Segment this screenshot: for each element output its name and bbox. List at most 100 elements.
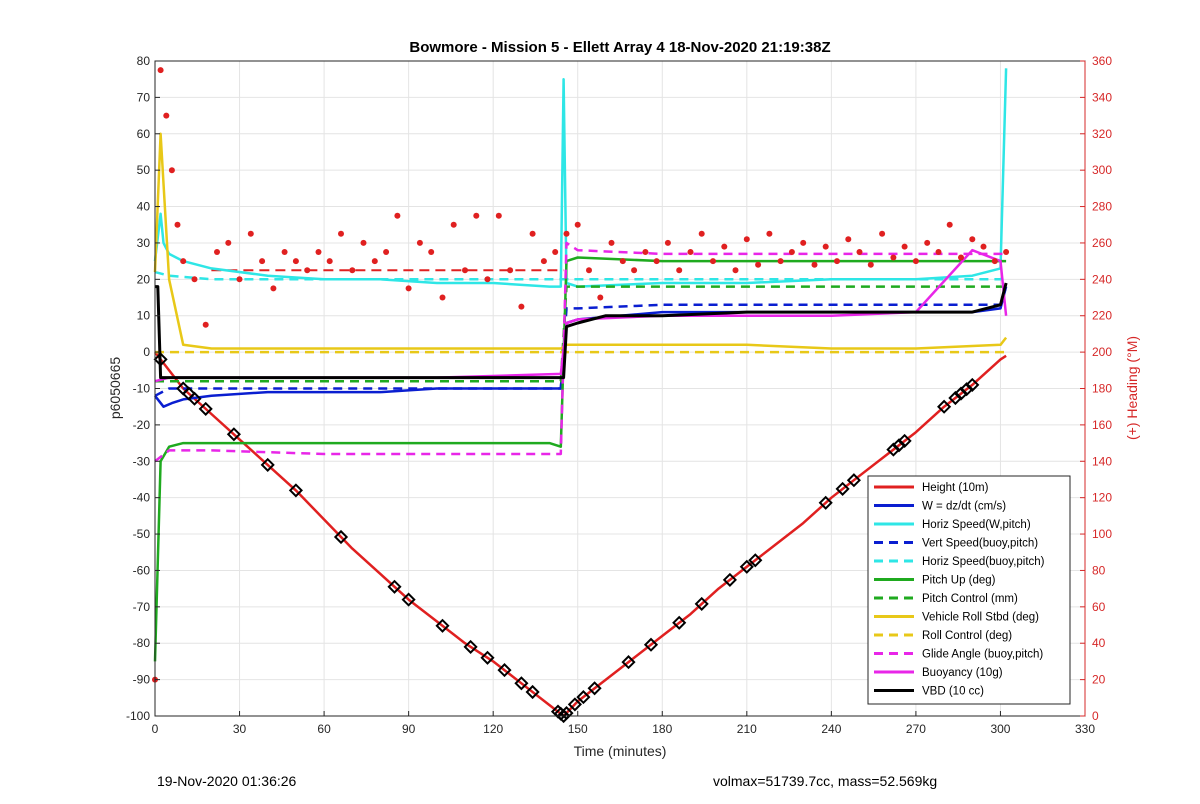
y-tick-label-left: -70: [133, 600, 151, 614]
y-tick-label-right: 220: [1092, 309, 1112, 323]
heading-point: [552, 249, 559, 255]
series-line-4: [154, 270, 1007, 281]
height-marker: [672, 615, 687, 630]
heading-point: [788, 249, 795, 255]
height-marker: [621, 655, 636, 670]
axis-ticks: 0 30 60 90 120 150 180 210 240 270 300 330807060504…: [126, 54, 1112, 736]
heading-point: [168, 167, 175, 174]
height-marker: [288, 483, 303, 498]
heading-point: [371, 258, 378, 265]
series-line-9: [154, 241, 1007, 463]
y-tick-label-left: -20: [133, 418, 151, 432]
heading-point: [304, 267, 311, 274]
heading-point: [901, 243, 908, 250]
legend-label-9: Glide Angle (buoy,pitch): [922, 649, 1043, 661]
series-line-11: [155, 282, 1008, 380]
y-tick-label-right: 140: [1092, 454, 1112, 468]
height-marker: [567, 697, 582, 712]
heading-point: [743, 236, 750, 243]
y-tick-label-right: 360: [1092, 54, 1112, 68]
x-tick-label: 180: [652, 722, 672, 736]
heading-point: [236, 276, 243, 283]
y-tick-label-left: -90: [133, 673, 151, 687]
x-tick-label: 330: [1075, 722, 1095, 736]
heading-point: [698, 230, 705, 237]
heading-point: [912, 258, 919, 265]
heading-point: [157, 67, 164, 74]
heading-point: [574, 221, 581, 228]
y-tick-label-right: 260: [1092, 236, 1112, 250]
heading-point: [845, 236, 852, 243]
y-tick-label-right: 40: [1092, 636, 1106, 650]
y-tick-label-right: 160: [1092, 418, 1112, 432]
heading-point: [856, 249, 863, 255]
footer-volume-mass: volmax=51739.7cc, mass=52.569kg: [713, 773, 938, 789]
y-tick-label-right: 120: [1092, 491, 1112, 505]
height-marker: [480, 650, 495, 665]
heading-point: [946, 221, 953, 228]
y-tick-label-left: 0: [143, 345, 150, 359]
y-axis-label-right: (+) Heading (°M): [1124, 336, 1140, 440]
heading-point: [710, 258, 716, 265]
y-tick-label-left: 20: [137, 272, 151, 286]
y-tick-label-right: 280: [1092, 200, 1112, 214]
y-tick-label-left: 10: [137, 309, 151, 323]
heading-point: [518, 303, 525, 310]
heading-point: [428, 249, 435, 255]
height-marker: [748, 553, 763, 568]
legend-label-1: W = dz/dt (cm/s): [922, 501, 1006, 513]
y-tick-label-left: -50: [133, 527, 151, 541]
y-tick-label-left: -30: [133, 454, 151, 468]
y-tick-label-left: -40: [133, 491, 151, 505]
y-tick-label-left: 30: [137, 236, 151, 250]
height-marker: [435, 618, 450, 633]
heading-point: [540, 258, 547, 265]
height-marker: [846, 473, 861, 488]
x-tick-label: 240: [821, 722, 841, 736]
height-marker: [965, 377, 980, 392]
y-tick-label-left: 50: [137, 163, 151, 177]
legend-label-3: Vert Speed(buoy,pitch): [922, 538, 1038, 550]
heading-point: [484, 276, 491, 283]
height-marker: [497, 663, 512, 678]
height-marker: [226, 427, 241, 442]
heading-point: [867, 261, 874, 268]
series-line-5: [153, 256, 1007, 662]
heading-point: [315, 249, 322, 255]
y-tick-label-right: 100: [1092, 527, 1112, 541]
height-marker: [260, 457, 275, 472]
y-tick-label-left: 40: [137, 200, 151, 214]
heading-point: [281, 249, 288, 255]
height-marker: [694, 596, 709, 611]
heading-point: [180, 258, 187, 265]
height-marker: [643, 637, 659, 652]
y-tick-label-right: 80: [1092, 563, 1106, 577]
heading-point: [631, 267, 638, 274]
x-tick-label: 270: [906, 722, 926, 736]
heading-point: [642, 249, 649, 255]
heading-point: [247, 230, 254, 237]
legend-label-4: Horiz Speed(buoy,pitch): [922, 556, 1045, 568]
height-marker: [587, 681, 602, 696]
x-tick-label: 150: [568, 722, 588, 736]
heading-point: [383, 249, 390, 255]
heading-point: [890, 254, 897, 261]
heading-point: [969, 236, 976, 243]
heading-point: [326, 258, 333, 265]
series-line-6: [155, 285, 1007, 383]
height-marker: [576, 690, 591, 705]
height-marker: [514, 676, 529, 691]
y-tick-label-left: -60: [133, 563, 151, 577]
heading-point: [879, 230, 886, 237]
y-tick-label-right: 180: [1092, 382, 1112, 396]
y-tick-label-right: 20: [1092, 673, 1106, 687]
y-tick-label-right: 240: [1092, 272, 1112, 286]
heading-point: [991, 258, 998, 265]
heading-point: [721, 243, 728, 250]
heading-point: [687, 249, 694, 255]
height-marker: [722, 572, 737, 587]
x-tick-label: 0: [152, 722, 159, 736]
x-axis-label: Time (minutes): [574, 743, 667, 759]
heading-point: [462, 267, 468, 274]
